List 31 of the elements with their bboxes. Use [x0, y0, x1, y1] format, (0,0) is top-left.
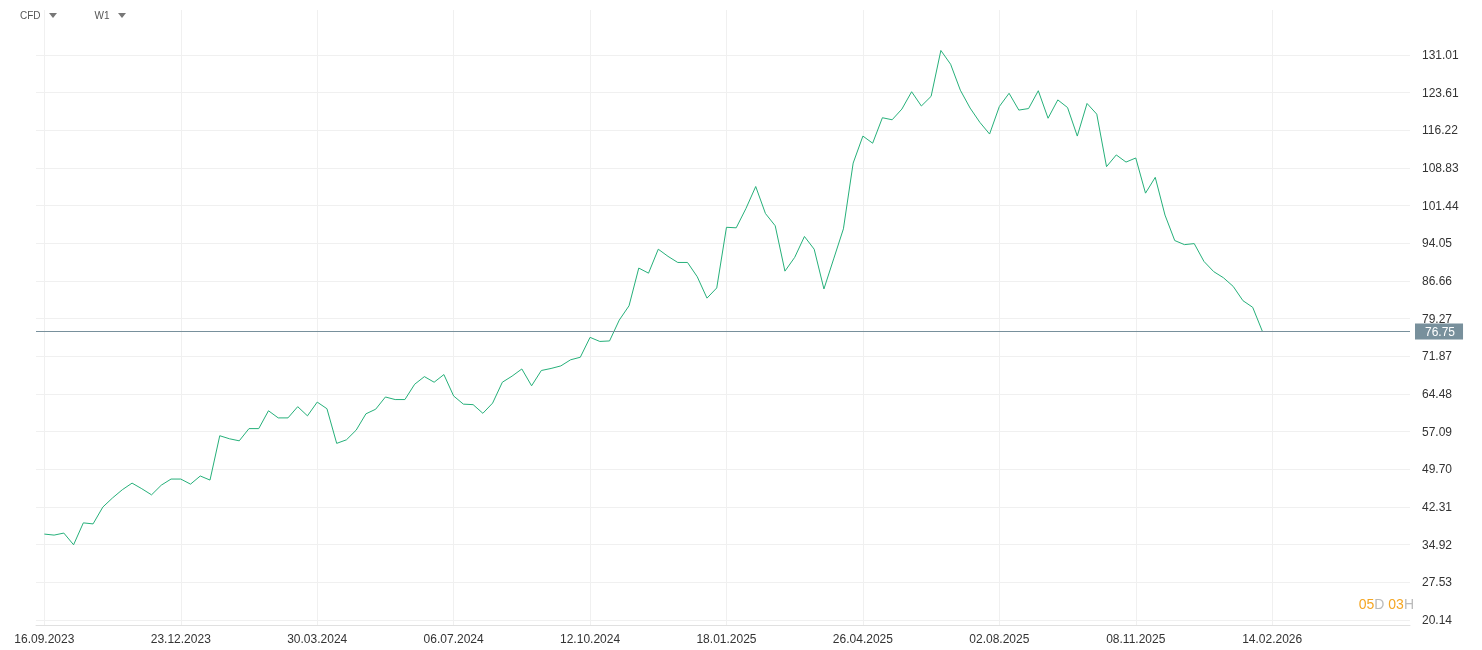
line-series [43, 49, 1263, 546]
x-tick-label: 08.11.2025 [1106, 632, 1166, 646]
x-tick-label: 26.04.2025 [832, 632, 894, 646]
y-tick-label: 20.14 [1422, 613, 1453, 628]
x-tick-label: 12.10.2024 [560, 632, 621, 646]
y-tick-label: 34.92 [1422, 537, 1453, 552]
y-tick-label: 86.66 [1422, 274, 1453, 289]
y-tick-label: 131.01 [1422, 48, 1460, 62]
chart-title: CFD [20, 10, 41, 21]
x-tick-label: 30.03.2024 [287, 632, 348, 646]
y-tick-label: 116.22 [1422, 123, 1459, 138]
y-tick-label: 108.83 [1422, 161, 1460, 176]
y-tick-label: 27.53 [1422, 575, 1453, 590]
y-tick-label: 64.48 [1422, 387, 1453, 402]
y-tick-label: 42.31 [1422, 500, 1453, 515]
x-tick-label: 02.08.2025 [969, 632, 1030, 646]
annotation: 05D 03H [1358, 596, 1414, 612]
y-tick-label: 49.70 [1422, 462, 1453, 477]
y-tick-label: 57.09 [1422, 424, 1453, 439]
ref-line-label: 76.75 [1425, 324, 1456, 339]
x-tick-label: 06.07.2024 [423, 632, 484, 646]
x-tick-label: 14.02.2026 [1242, 632, 1303, 646]
y-tick-label: 79.27 [1422, 311, 1453, 326]
y-tick-label: 123.61 [1422, 85, 1460, 100]
y-tick-label: 101.44 [1422, 198, 1460, 213]
y-tick-label: 71.87 [1422, 349, 1453, 364]
x-tick-label: 16.09.2023 [14, 632, 75, 646]
chart-subtitle: W1 [94, 10, 110, 21]
x-tick-label: 18.01.2025 [696, 632, 757, 646]
y-tick-label: 94.05 [1422, 236, 1453, 251]
x-tick-label: 23.12.2023 [150, 632, 212, 646]
